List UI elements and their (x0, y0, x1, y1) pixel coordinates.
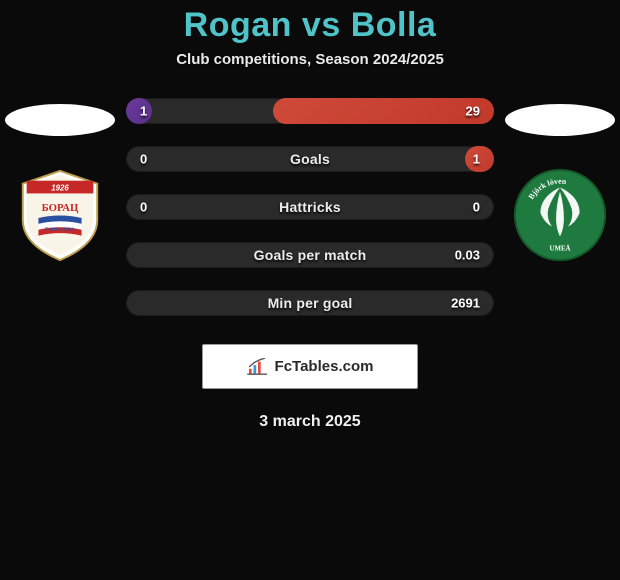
stat-value-right: 0.03 (455, 248, 480, 263)
crest-text-2: БАЊА ЛУКА (45, 227, 75, 233)
player1-avatar-placeholder (5, 104, 115, 136)
crest-text-1: БОРАЦ (42, 202, 79, 214)
stat-row: 0 Hattricks 0 (126, 194, 494, 220)
stat-value-right: 1 (473, 152, 480, 167)
stat-row: Min per goal 2691 (126, 290, 494, 316)
stat-value-right: 2691 (451, 296, 480, 311)
main-row: 1926 БОРАЦ БАЊА ЛУКА 1Matches29 0 Goals 1 0 H… (0, 98, 620, 316)
stat-fill-right (273, 98, 494, 124)
date: 3 march 2025 (0, 413, 620, 431)
borac-crest-icon: 1926 БОРАЦ БАЊА ЛУКА (11, 166, 109, 264)
stat-label: Min per goal (268, 295, 353, 311)
right-side: Björk löven UMEÅ (500, 98, 620, 264)
stat-value-right: 0 (473, 200, 480, 215)
stat-value-left: 1 (140, 104, 147, 119)
watermark[interactable]: FcTables.com (202, 344, 418, 389)
stat-label: Hattricks (279, 199, 341, 215)
subtitle: Club competitions, Season 2024/2025 (0, 51, 620, 68)
left-side: 1926 БОРАЦ БАЊА ЛУКА (0, 98, 120, 264)
crest-year: 1926 (51, 184, 69, 193)
stat-fill-left (126, 98, 152, 124)
stat-row: 0 Goals 1 (126, 146, 494, 172)
stat-label: Goals (290, 151, 330, 167)
right-team-crest: Björk löven UMEÅ (511, 166, 609, 264)
player2-avatar-placeholder (505, 104, 615, 136)
title-player1: Rogan (184, 6, 292, 44)
stat-row: Goals per match 0.03 (126, 242, 494, 268)
left-team-crest: 1926 БОРАЦ БАЊА ЛУКА (11, 166, 109, 264)
bjorkloven-crest-icon: Björk löven UMEÅ (511, 166, 609, 264)
crest-text-4: UMEÅ (550, 244, 571, 252)
comparison-card: Rogan vs Bolla Club competitions, Season… (0, 0, 620, 431)
chart-icon (247, 358, 269, 376)
stats-column: 1Matches29 0 Goals 1 0 Hattricks 0 Goals per ma… (120, 98, 500, 316)
watermark-text: FcTables.com (275, 358, 374, 375)
stat-label: Goals per match (254, 247, 367, 263)
stat-row: 1Matches29 (126, 98, 494, 124)
stat-value-left: 0 (140, 152, 147, 167)
stat-value-left: 0 (140, 200, 147, 215)
stat-value-right: 29 (466, 104, 480, 119)
title-vs: vs (302, 6, 341, 44)
page-title: Rogan vs Bolla (0, 6, 620, 45)
title-player2: Bolla (351, 6, 437, 44)
